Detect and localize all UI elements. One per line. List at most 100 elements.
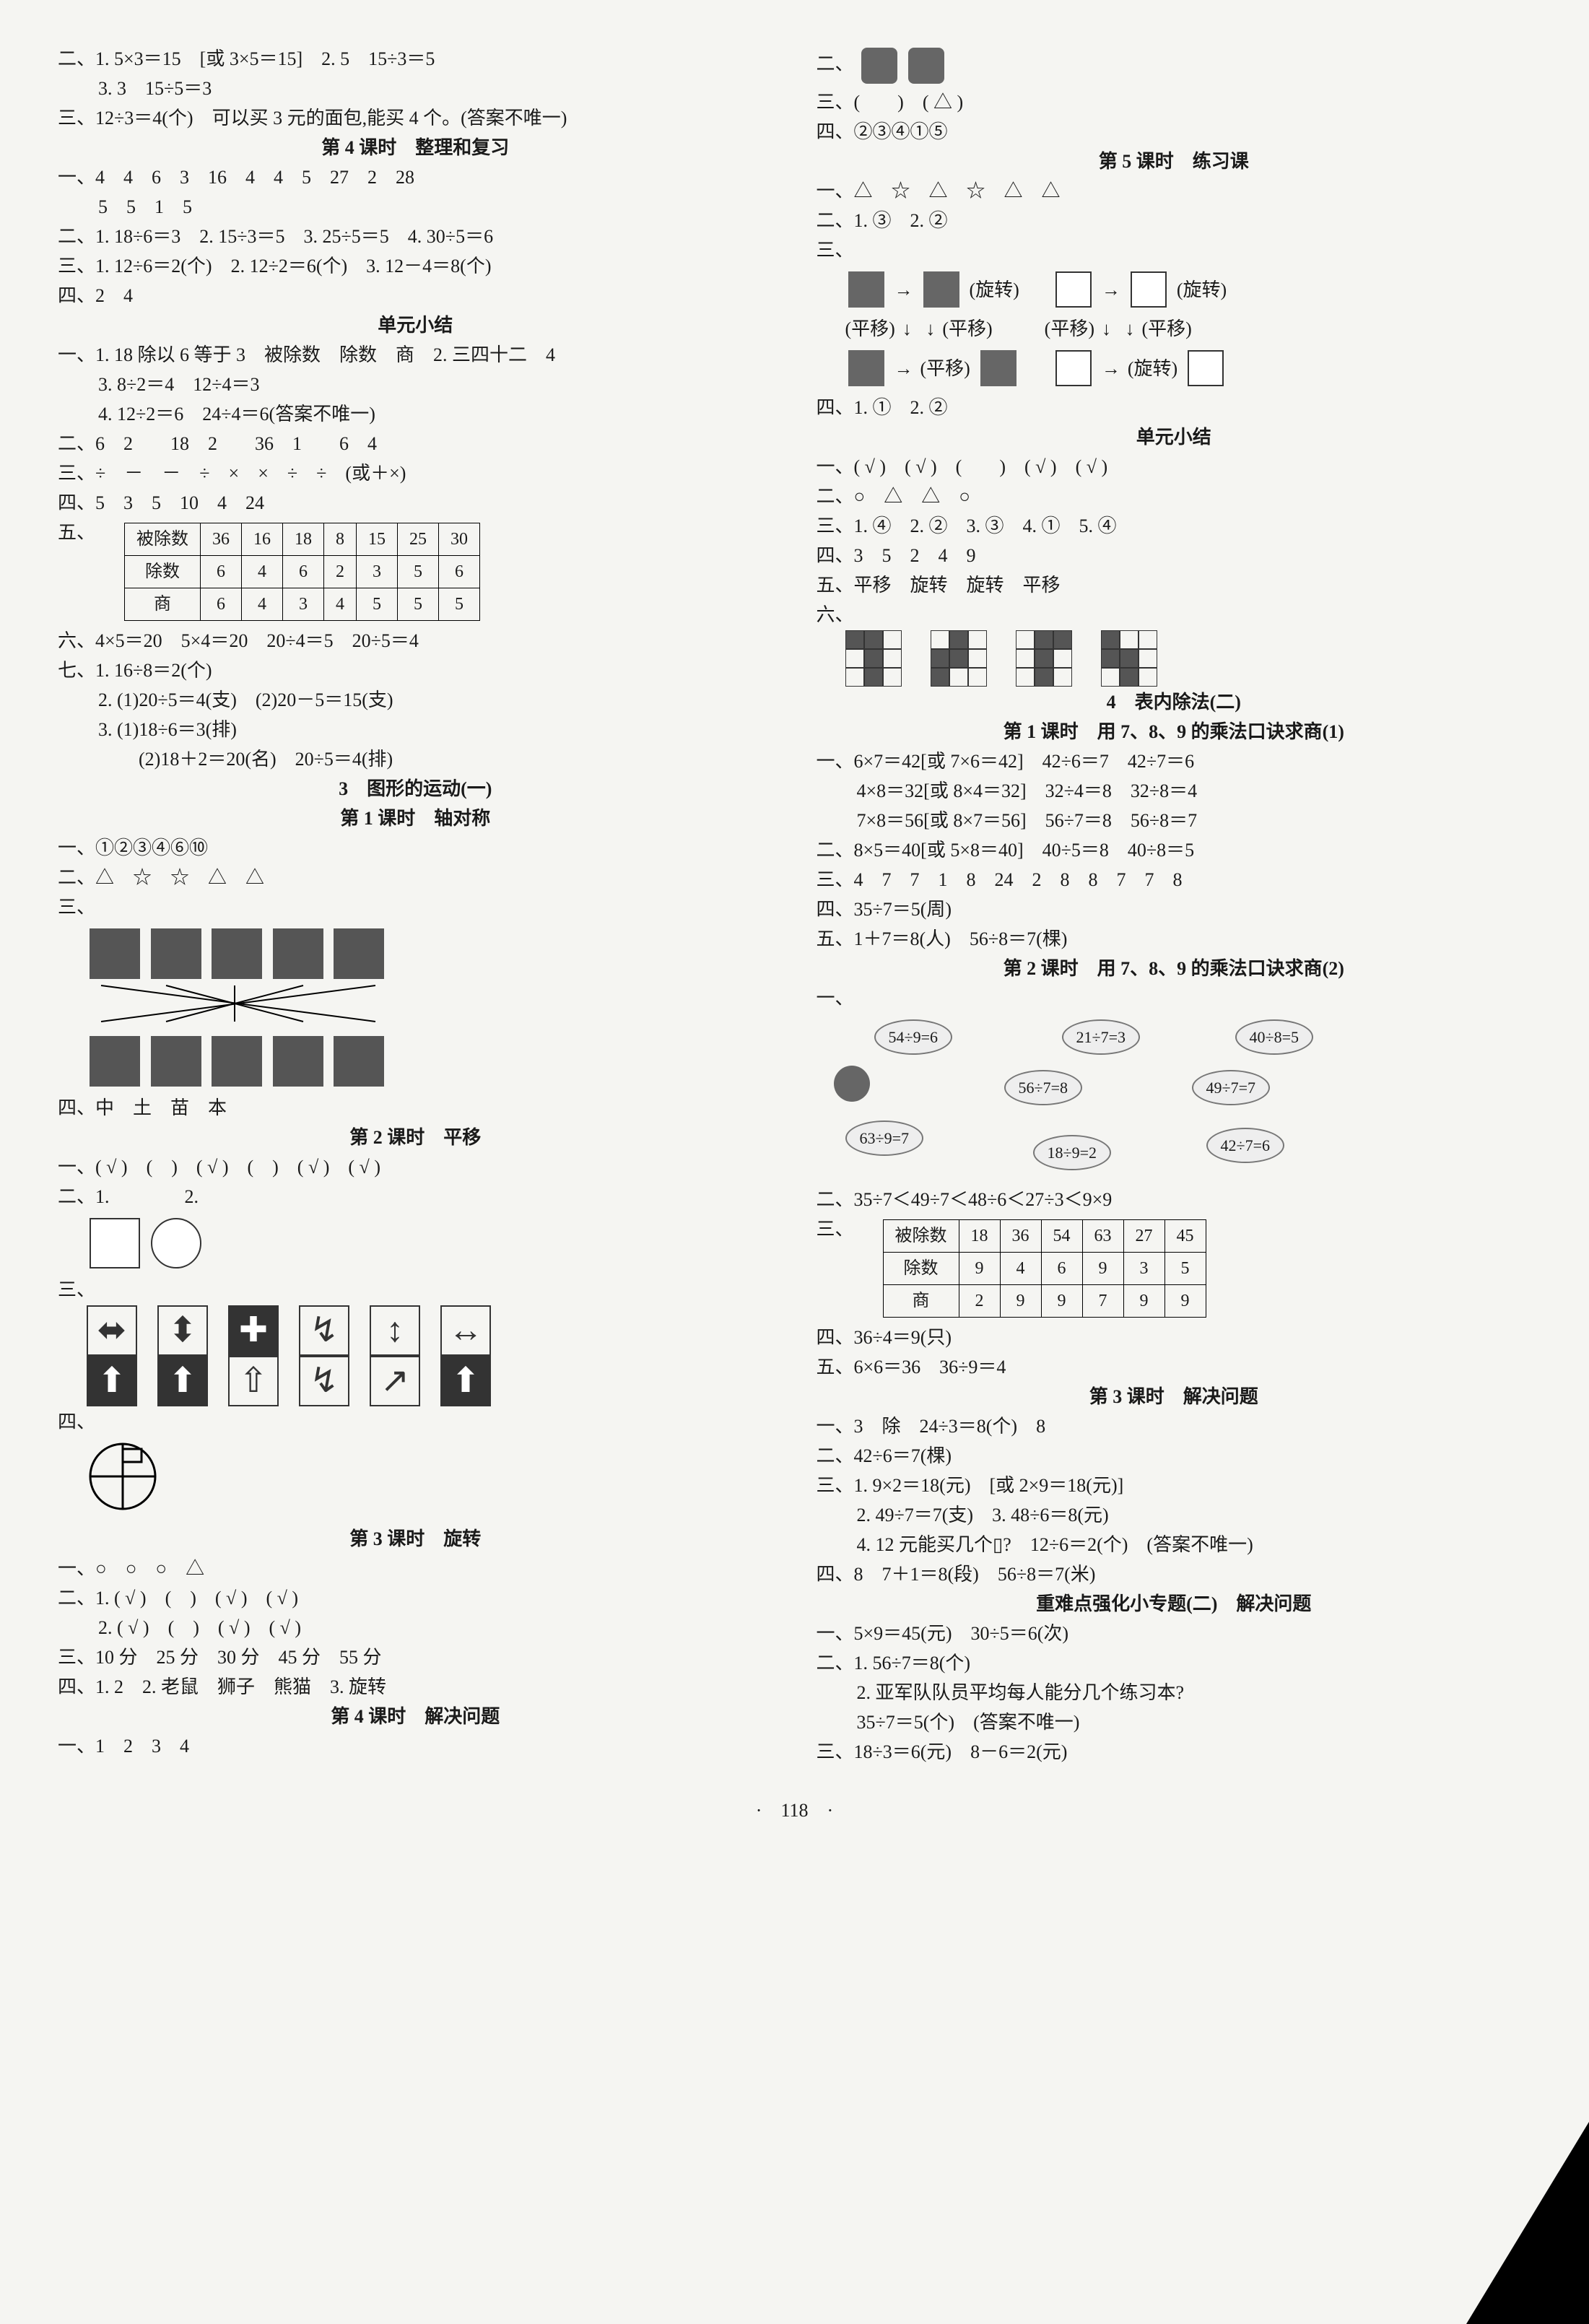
table-header: 除数 <box>125 556 201 588</box>
left-column: 二、1. 5×3＝15 [或 3×5＝15] 2. 5 15÷3＝5 3. 3 … <box>58 43 773 1767</box>
table-cell: 2 <box>324 556 357 588</box>
tree-icon <box>90 928 140 979</box>
arrow-grid: ⬌ ⬍ ✚ ↯ ↕ ↔ <box>87 1305 773 1356</box>
arrow-icon: ↗ <box>370 1356 420 1406</box>
text-line: 三、18÷3＝6(元) 8－6＝2(元) <box>817 1738 1532 1766</box>
text-line: 四、3 5 2 4 9 <box>817 541 1532 570</box>
circle-flag-icon <box>87 1440 159 1513</box>
table-cell: 9 <box>1123 1285 1164 1318</box>
table-cell: 5 <box>398 556 439 588</box>
text-line: 三、1. ④ 2. ② 3. ③ 4. ① 5. ④ <box>817 512 1532 540</box>
tetromino-icon <box>1016 630 1072 687</box>
transform-label: (旋转) <box>970 276 1019 304</box>
text-line: 二、6 2 18 2 36 1 6 4 <box>58 430 773 458</box>
text-line: 二、△ ☆ ☆ △ △ <box>58 863 773 892</box>
leaf-icon <box>212 928 262 979</box>
text-line: 二、1. 56÷7＝8(个) <box>817 1649 1532 1677</box>
arrow-icon: ⬆ <box>440 1356 491 1406</box>
lotus-bubble: 40÷8=5 <box>1235 1019 1313 1055</box>
lotus-bubble: 54÷9=6 <box>874 1019 952 1055</box>
section-label: 六、 <box>817 601 1532 629</box>
unit-summary-heading: 单元小结 <box>58 311 773 339</box>
table-cell: 4 <box>1000 1253 1041 1285</box>
chapter-heading: 4 表内除法(二) <box>817 688 1532 716</box>
figure-pair <box>87 1215 773 1271</box>
table-cell: 9 <box>1082 1253 1123 1285</box>
section-label: 四、 <box>58 1408 773 1436</box>
text-line: 五、6×6＝36 36÷9＝4 <box>817 1353 1532 1381</box>
table-cell: 2 <box>959 1285 1000 1318</box>
text-line: 四、1. ① 2. ② <box>817 393 1532 422</box>
arrow-icon: → <box>894 354 913 383</box>
table-cell: 4 <box>242 556 283 588</box>
text-line: 一、( √ ) ( √ ) ( ) ( √ ) ( √ ) <box>817 453 1532 481</box>
text-line: 四、35÷7＝5(周) <box>817 895 1532 923</box>
text-line: 2. 49÷7＝7(支) 3. 48÷6＝8(元) <box>817 1501 1532 1529</box>
table-cell: 6 <box>201 588 242 621</box>
table-cell: 6 <box>201 556 242 588</box>
cross-icon <box>1188 350 1224 386</box>
text-line: 一、①②③④⑥⑩ <box>58 834 773 862</box>
section-label: 三、 <box>58 893 773 921</box>
text-line: 四、1. 2 2. 老鼠 狮子 熊猫 3. 旋转 <box>58 1673 773 1701</box>
arrow-icon: ⇧ <box>228 1356 279 1406</box>
table-cell: 54 <box>1041 1220 1082 1253</box>
arrow-icon: ⬆ <box>87 1356 137 1406</box>
table-cell: 36 <box>201 523 242 556</box>
text-line: 一、1. 18 除以 6 等于 3 被除数 除数 商 2. 三四十二 4 <box>58 341 773 369</box>
table-cell: 9 <box>959 1253 1000 1285</box>
text-line: 2. 亚军队队员平均每人能分几个练习本? <box>817 1679 1532 1707</box>
page-corner-fold <box>1466 2122 1589 2324</box>
text-line: 五、1＋7＝8(人) 56÷8＝7(棵) <box>817 925 1532 953</box>
cross-icon <box>1055 271 1092 308</box>
tetromino-row <box>845 630 1532 687</box>
right-column: 二、 三、( ) ( △ ) 四、②③④①⑤ 第 5 课时 练习课 一、△ ☆ … <box>817 43 1532 1767</box>
table-cell: 5 <box>398 588 439 621</box>
matching-diagram <box>87 926 773 1089</box>
text-line: 二、○ △ △ ○ <box>817 482 1532 510</box>
arrow-icon: → <box>1102 276 1120 304</box>
leaf-icon <box>848 350 884 386</box>
text-line: 3. 8÷2＝4 12÷4＝3 <box>58 370 773 399</box>
table-cell: 36 <box>1000 1220 1041 1253</box>
lotus-bubble: 42÷7=6 <box>1206 1128 1284 1163</box>
section-label: 三、 <box>58 1276 773 1304</box>
table-cell: 18 <box>959 1220 1000 1253</box>
text-line: 二、1. ③ 2. ② <box>817 206 1532 235</box>
table-cell: 9 <box>1000 1285 1041 1318</box>
text-line: 三、1. 12÷6＝2(个) 2. 12÷2＝6(个) 3. 12－4＝8(个) <box>58 252 773 280</box>
text-line: 四、②③④①⑤ <box>817 118 1532 146</box>
cross-icon <box>1131 271 1167 308</box>
text-line: 一、( √ ) ( ) ( √ ) ( ) ( √ ) ( √ ) <box>58 1153 773 1181</box>
shape-icon <box>273 1036 323 1087</box>
tetromino-icon <box>845 630 902 687</box>
arrow-icon: → <box>894 276 913 304</box>
arrow-grid: ⬆ ⬆ ⇧ ↯ ↗ ⬆ <box>87 1356 773 1406</box>
table-cell: 45 <box>1164 1220 1206 1253</box>
text-line: 4. 12÷2＝6 24÷4＝6(答案不唯一) <box>58 400 773 428</box>
text-line: 三、( ) ( △ ) <box>817 88 1532 116</box>
table-cell: 6 <box>1041 1253 1082 1285</box>
text-line: (2)18＋2＝20(名) 20÷5＝4(排) <box>58 745 773 773</box>
table-cell: 3 <box>1123 1253 1164 1285</box>
table-cell: 18 <box>283 523 324 556</box>
leaf-transform-diagram: → (旋转) → (旋转) (平移)↓ ↓(平移) (平移)↓ ↓(平移) <box>845 269 1532 389</box>
text-line: 5 5 1 5 <box>58 193 773 221</box>
text-line: 六、4×5＝20 5×4＝20 20÷4＝5 20÷5＝4 <box>58 627 773 655</box>
transform-label: (旋转) <box>1128 354 1177 383</box>
table-cell: 4 <box>324 588 357 621</box>
arrow-icon: ↯ <box>299 1356 349 1406</box>
page-number: · 118 · <box>58 1796 1531 1824</box>
shape-icon <box>90 1036 140 1087</box>
table-cell: 5 <box>439 588 480 621</box>
maple-circle-icon <box>151 1218 201 1268</box>
transform-label: (平移) <box>920 354 970 383</box>
table-cell: 27 <box>1123 1220 1164 1253</box>
lesson-heading: 第 4 课时 整理和复习 <box>58 134 773 162</box>
text-line: 一、4 4 6 3 16 4 4 5 27 2 28 <box>58 163 773 191</box>
lesson-heading: 第 5 课时 练习课 <box>817 147 1532 175</box>
table-cell: 6 <box>439 556 480 588</box>
circle-flag-diagram <box>87 1440 773 1520</box>
table-cell: 63 <box>1082 1220 1123 1253</box>
table-cell: 3 <box>357 556 398 588</box>
